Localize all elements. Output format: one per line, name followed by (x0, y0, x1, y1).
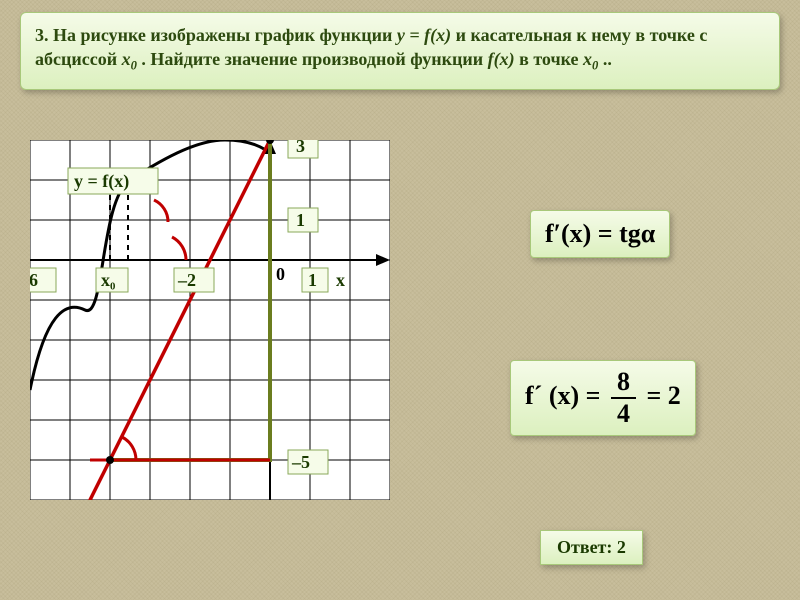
svg-text:3: 3 (296, 140, 305, 156)
label-x1: 1 (302, 268, 328, 292)
svg-text:–5: –5 (291, 452, 310, 472)
answer-value: 2 (617, 537, 626, 557)
t: . Найдите значение производной функции (141, 49, 487, 69)
t: .. (603, 49, 612, 69)
label-y3: 3 (288, 140, 318, 158)
angle-arc-2 (172, 237, 186, 260)
fx: f(x) (488, 49, 515, 69)
angle-arc-3 (154, 200, 168, 222)
f2-result: 2 (668, 381, 681, 410)
label-func: y = f(x) (68, 168, 158, 194)
label-x0: x₀ (96, 268, 128, 292)
f2-lhs: f´ (x) (525, 381, 579, 410)
f1-rhs: tgα (619, 219, 655, 248)
label-xm6: –6 (30, 268, 56, 292)
fraction: 84 (611, 369, 636, 427)
x0b: x0 (583, 49, 598, 69)
svg-text:1: 1 (296, 210, 305, 230)
formula-derivative-tan: f′(x) = tgα (530, 210, 670, 258)
t: На рисунке изображены график функции (53, 25, 397, 45)
point-bottom (106, 456, 114, 464)
angle-arc-1 (122, 437, 136, 460)
x0: x0 (122, 49, 137, 69)
problem-statement: 3. На рисунке изображены график функции … (20, 12, 780, 90)
formula-computation: f´ (x) = 84 = 2 (510, 360, 696, 436)
label-y1: 1 (288, 208, 318, 232)
graph-panel: 3 1 –5 1 –2 –6 x₀ y = f(x) y x 0 (30, 140, 390, 500)
func: y = f(x) (397, 25, 451, 45)
t: в точке (519, 49, 583, 69)
svg-text:1: 1 (308, 270, 317, 290)
svg-text:y = f(x): y = f(x) (74, 171, 129, 192)
problem-number: 3. (35, 25, 49, 45)
svg-text:x₀: x₀ (101, 270, 115, 290)
label-ym5: –5 (288, 450, 328, 474)
answer-box: Ответ: 2 (540, 530, 643, 565)
origin-label: 0 (276, 264, 285, 284)
label-xm2: –2 (174, 268, 214, 292)
answer-label: Ответ: (557, 537, 617, 557)
x-label: x (336, 270, 345, 290)
svg-text:–2: –2 (177, 270, 196, 290)
graph-svg: 3 1 –5 1 –2 –6 x₀ y = f(x) y x 0 (30, 140, 390, 500)
svg-text:–6: –6 (30, 270, 38, 290)
f1-lhs: f′(x) (545, 219, 591, 248)
